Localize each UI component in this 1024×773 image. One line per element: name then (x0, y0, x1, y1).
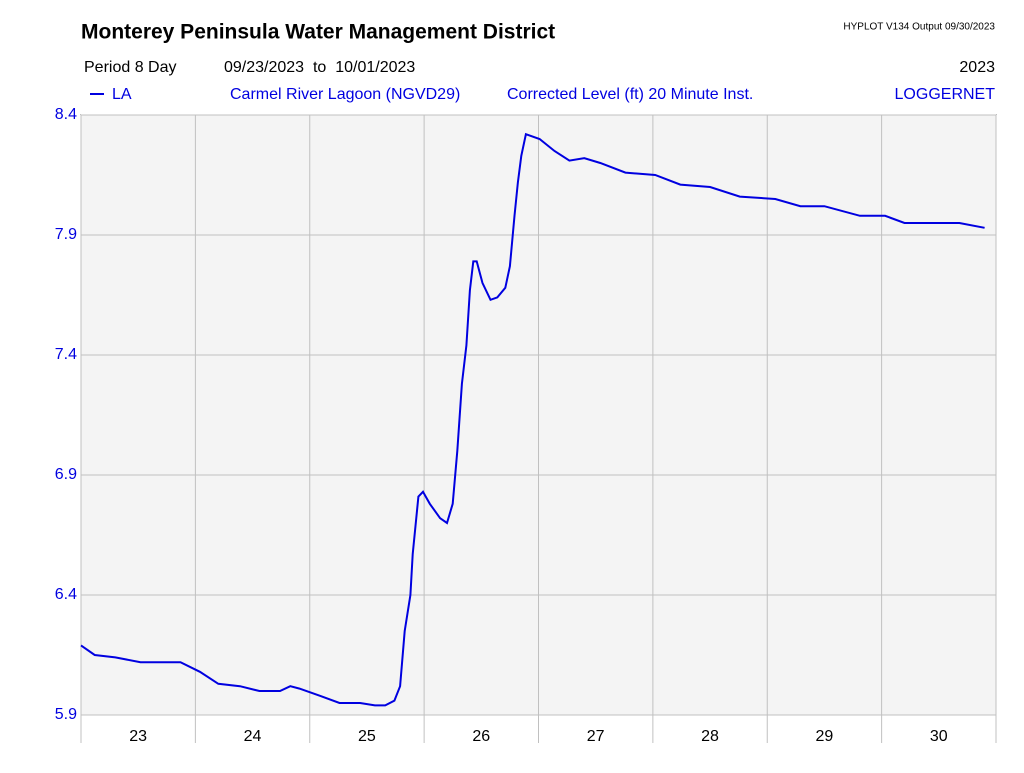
parameter: Corrected Level (ft) 20 Minute Inst. (507, 86, 753, 103)
program-info: HYPLOT V134 Output 09/30/2023 (843, 22, 995, 33)
x-tick-label: 25 (358, 728, 376, 745)
station: Carmel River Lagoon (NGVD29) (230, 86, 460, 103)
source: LOGGERNET (895, 86, 996, 103)
x-tick-label: 23 (129, 728, 147, 745)
x-tick-label: 28 (701, 728, 719, 745)
chart-title: Monterey Peninsula Water Management Dist… (81, 21, 555, 44)
x-tick-label: 26 (472, 728, 490, 745)
period: Period 8 Day (84, 59, 177, 76)
legend-label: LA (112, 86, 132, 103)
x-tick-label: 24 (244, 728, 262, 745)
x-tick-label: 29 (816, 728, 834, 745)
x-tick-label: 30 (930, 728, 948, 745)
y-tick-label: 7.4 (55, 346, 77, 363)
y-tick-label: 6.9 (55, 466, 77, 483)
y-tick-label: 8.4 (55, 106, 77, 123)
y-tick-label: 6.4 (55, 586, 77, 603)
year: 2023 (959, 59, 995, 76)
x-tick-label: 27 (587, 728, 605, 745)
y-tick-label: 5.9 (55, 706, 77, 723)
date-range: 09/23/2023 to 10/01/2023 (224, 59, 415, 76)
data-line (80, 132, 985, 707)
y-tick-label: 7.9 (55, 226, 77, 243)
